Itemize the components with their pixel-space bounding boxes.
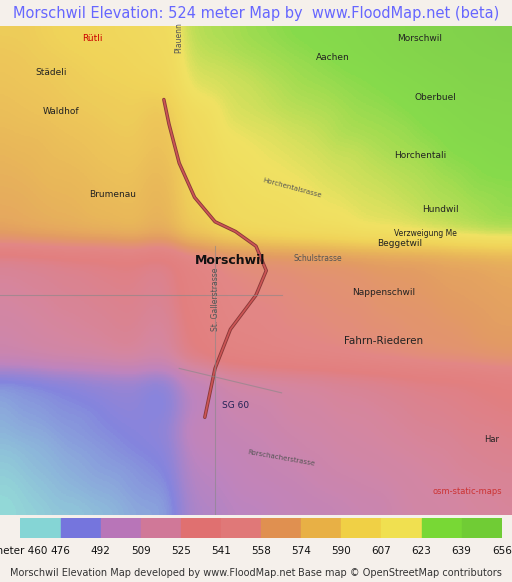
Text: 509: 509 <box>131 546 151 556</box>
Text: Beggetwil: Beggetwil <box>377 239 422 248</box>
Text: Har: Har <box>484 435 499 443</box>
Text: Brumenau: Brumenau <box>89 190 136 199</box>
Bar <box>301 518 342 538</box>
Text: 558: 558 <box>251 546 271 556</box>
Text: 492: 492 <box>91 546 111 556</box>
Text: 476: 476 <box>51 546 71 556</box>
Text: 607: 607 <box>372 546 391 556</box>
Text: 574: 574 <box>291 546 311 556</box>
Bar <box>221 518 261 538</box>
Text: Aachen: Aachen <box>316 54 350 62</box>
Bar <box>421 518 462 538</box>
Text: Morschwil: Morschwil <box>397 34 442 43</box>
Bar <box>101 518 141 538</box>
Text: 590: 590 <box>331 546 351 556</box>
Text: Verzweigung Me: Verzweigung Me <box>394 229 456 239</box>
Bar <box>20 518 60 538</box>
Text: Horchentali: Horchentali <box>394 151 446 160</box>
Text: Rorschacherstrasse: Rorschacherstrasse <box>247 449 316 467</box>
Text: Plauenn: Plauenn <box>175 22 184 52</box>
Text: 656: 656 <box>492 546 511 556</box>
Text: Base map © OpenStreetMap contributors: Base map © OpenStreetMap contributors <box>298 567 502 578</box>
Text: Rütli: Rütli <box>82 34 102 43</box>
Bar <box>342 518 381 538</box>
Text: 525: 525 <box>171 546 191 556</box>
Text: Morschwil Elevation: 524 meter Map by  www.FloodMap.net (beta): Morschwil Elevation: 524 meter Map by ww… <box>13 6 499 20</box>
Text: St. Gallerstrasse: St. Gallerstrasse <box>210 268 220 331</box>
Bar <box>381 518 421 538</box>
Bar <box>181 518 221 538</box>
Text: Horchentalsrasse: Horchentalsrasse <box>262 177 322 198</box>
Bar <box>261 518 301 538</box>
Text: Waldhof: Waldhof <box>43 107 80 116</box>
Text: Oberbuel: Oberbuel <box>414 93 456 101</box>
Text: 623: 623 <box>412 546 432 556</box>
Text: Morschwil: Morschwil <box>195 254 266 267</box>
Text: meter 460: meter 460 <box>0 546 48 556</box>
Text: Morschwil Elevation Map developed by www.FloodMap.net: Morschwil Elevation Map developed by www… <box>10 567 296 578</box>
Text: 541: 541 <box>211 546 231 556</box>
Bar <box>141 518 181 538</box>
Bar <box>60 518 101 538</box>
Text: Städeli: Städeli <box>35 68 67 77</box>
Bar <box>462 518 502 538</box>
Text: Schulstrasse: Schulstrasse <box>293 254 342 263</box>
Text: Hundwil: Hundwil <box>422 205 459 214</box>
Text: osm-static-maps: osm-static-maps <box>432 487 502 495</box>
Text: Nappenschwil: Nappenschwil <box>352 288 416 297</box>
Text: SG 60: SG 60 <box>222 400 249 410</box>
Text: Fahrn-Riederen: Fahrn-Riederen <box>345 336 423 346</box>
Text: 639: 639 <box>452 546 472 556</box>
